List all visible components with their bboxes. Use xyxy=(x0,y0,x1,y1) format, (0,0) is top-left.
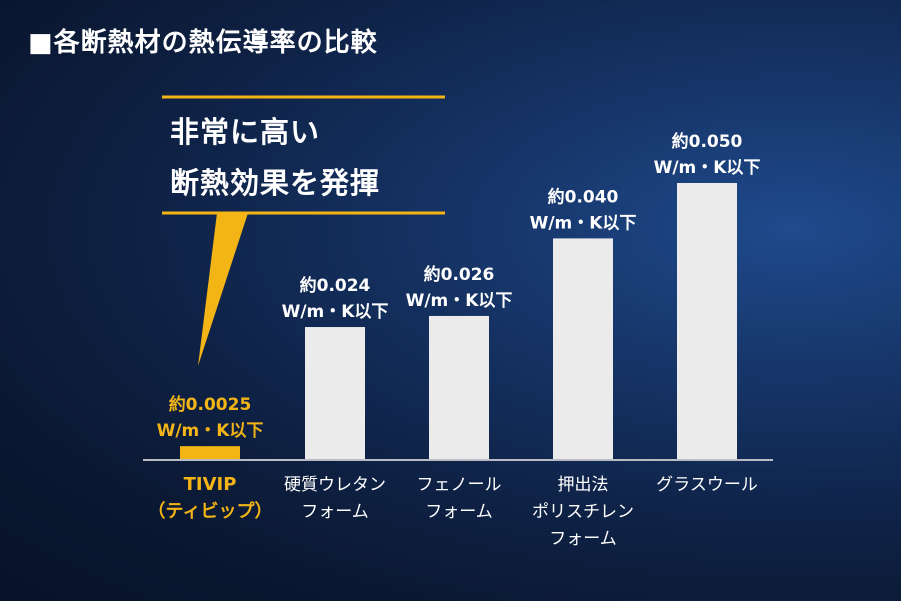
value-labels-group: 約0.0025W/m・K以下約0.024W/m・K以下約0.026W/m・K以下… xyxy=(157,131,761,441)
callout-pointer xyxy=(198,213,248,366)
value-label-0-line-0: 約0.0025 xyxy=(169,394,252,415)
category-label-3-line-0: 押出法 xyxy=(558,475,609,495)
value-label-2-line-0: 約0.026 xyxy=(424,264,495,285)
category-label-2-line-1: フォーム xyxy=(425,502,493,522)
callout-line-1: 非常に高い xyxy=(170,115,320,149)
category-label-1-line-0: 硬質ウレタン xyxy=(284,475,386,495)
category-label-0-line-0: TIVIP xyxy=(184,474,237,495)
category-label-3-line-1: ポリスチレン xyxy=(532,502,634,522)
bar-1 xyxy=(305,327,365,460)
bar-0 xyxy=(180,446,240,460)
category-label-2-line-0: フェノール xyxy=(417,475,502,495)
value-label-4-line-1: W/m・K以下 xyxy=(654,158,761,178)
bar-2 xyxy=(429,315,489,460)
bar-3 xyxy=(553,238,613,460)
value-label-1-line-0: 約0.024 xyxy=(300,275,371,296)
category-label-1-line-1: フォーム xyxy=(301,502,369,522)
value-label-3-line-0: 約0.040 xyxy=(548,186,619,207)
value-label-0-line-1: W/m・K以下 xyxy=(157,421,264,441)
value-label-3-line-1: W/m・K以下 xyxy=(530,213,637,233)
callout: 非常に高い 断熱効果を発揮 xyxy=(162,95,445,366)
bar-4 xyxy=(677,183,737,460)
bars-group xyxy=(180,183,737,460)
callout-line-2: 断熱効果を発揮 xyxy=(170,166,380,200)
category-labels-group: TIVIP（ティビップ）硬質ウレタンフォームフェノールフォーム押出法ポリスチレン… xyxy=(148,474,758,549)
category-label-4-line-0: グラスウール xyxy=(656,475,758,495)
value-label-4-line-0: 約0.050 xyxy=(672,131,743,152)
page-title: ■各断熱材の熱伝導率の比較 xyxy=(28,28,378,58)
category-label-0-line-1: （ティビップ） xyxy=(148,500,273,522)
value-label-1-line-1: W/m・K以下 xyxy=(282,302,389,322)
category-label-3-line-2: フォーム xyxy=(549,529,617,549)
value-label-2-line-1: W/m・K以下 xyxy=(406,291,513,311)
